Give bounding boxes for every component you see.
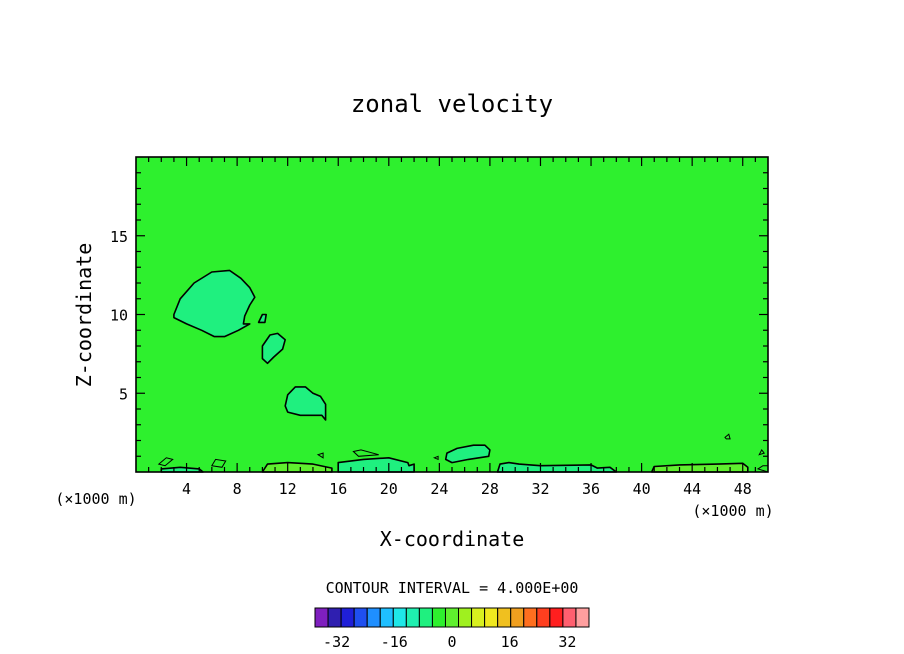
contour-line-3	[316, 452, 324, 459]
x-tick-label: 40	[633, 480, 651, 498]
colorbar-swatch	[458, 607, 473, 628]
y-tick-label: 15	[110, 228, 128, 246]
colorbar-swatch	[523, 607, 538, 628]
colorbar-swatch	[353, 607, 368, 628]
contour-region-lower-cell	[284, 386, 327, 421]
colorbar-swatch	[314, 607, 329, 628]
colorbar-swatch	[444, 607, 460, 628]
x-tick-label: 32	[531, 480, 549, 498]
colorbar-swatch	[484, 607, 499, 628]
x-tick-label: 48	[734, 480, 752, 498]
x-axis-label: X-coordinate	[380, 527, 525, 551]
colorbar-swatch	[575, 607, 590, 628]
x-unit-right: (×1000 m)	[692, 502, 773, 520]
y-axis: 5 10 15	[110, 172, 768, 457]
contour-line-7	[758, 448, 766, 456]
colorbar-tick-label: 32	[558, 633, 576, 651]
colorbar-swatch	[549, 607, 564, 628]
contour-line-0	[157, 457, 174, 467]
colorbar-swatch	[536, 607, 551, 628]
colorbar-swatch	[562, 607, 577, 628]
x-tick-label: 16	[329, 480, 347, 498]
colorbar-swatch	[392, 607, 407, 628]
colorbar-tick-label: 0	[447, 633, 456, 651]
contour-line-4	[432, 455, 439, 461]
plot-area	[135, 156, 769, 473]
colorbar-swatch	[418, 607, 433, 628]
colorbar-swatch	[340, 607, 355, 628]
colorbar-swatch	[471, 607, 486, 628]
x-tick-label: 12	[279, 480, 297, 498]
y-tick-label: 10	[110, 307, 128, 325]
contour-region-surface-cell-26	[444, 444, 491, 464]
contour-region-small-cell-a	[257, 313, 268, 324]
colorbar-tick-label: 16	[501, 633, 519, 651]
contour-region-surface-band-33	[496, 461, 618, 473]
colorbar-swatch	[366, 607, 381, 628]
y-tick-label: 5	[119, 385, 128, 403]
colorbar-swatch	[431, 607, 446, 628]
contour-region-upper-left-cell	[173, 269, 256, 338]
x-tick-label: 4	[182, 480, 191, 498]
colorbar-swatch	[497, 607, 512, 628]
x-tick-label: 44	[683, 480, 701, 498]
colorbar-tick-label: -16	[381, 633, 408, 651]
contour-region-mid-cell	[261, 332, 287, 365]
x-unit-left: (×1000 m)	[55, 490, 136, 508]
x-tick-label: 36	[582, 480, 600, 498]
colorbar-swatch	[327, 607, 342, 628]
chart-title: zonal velocity	[351, 90, 553, 118]
colorbar-swatch	[510, 607, 525, 628]
x-axis: 4 8 12 16 20 24 28 32 36 40 44 48	[148, 157, 756, 498]
colorbar: -32 -16 0 16 32	[314, 607, 590, 651]
colorbar-tick-label: -32	[323, 633, 350, 651]
x-tick-label: 8	[233, 480, 242, 498]
y-axis-label: Z-coordinate	[72, 243, 96, 388]
contour-line-5	[724, 433, 731, 440]
contour-interval-label: CONTOUR INTERVAL = 4.000E+00	[326, 579, 579, 597]
x-tick-label: 20	[380, 480, 398, 498]
x-tick-label: 24	[430, 480, 448, 498]
x-tick-label: 28	[481, 480, 499, 498]
contour-line-2	[352, 449, 379, 457]
contour-line-1	[210, 458, 227, 468]
colorbar-swatch	[379, 607, 394, 628]
colorbar-swatch	[405, 607, 420, 628]
